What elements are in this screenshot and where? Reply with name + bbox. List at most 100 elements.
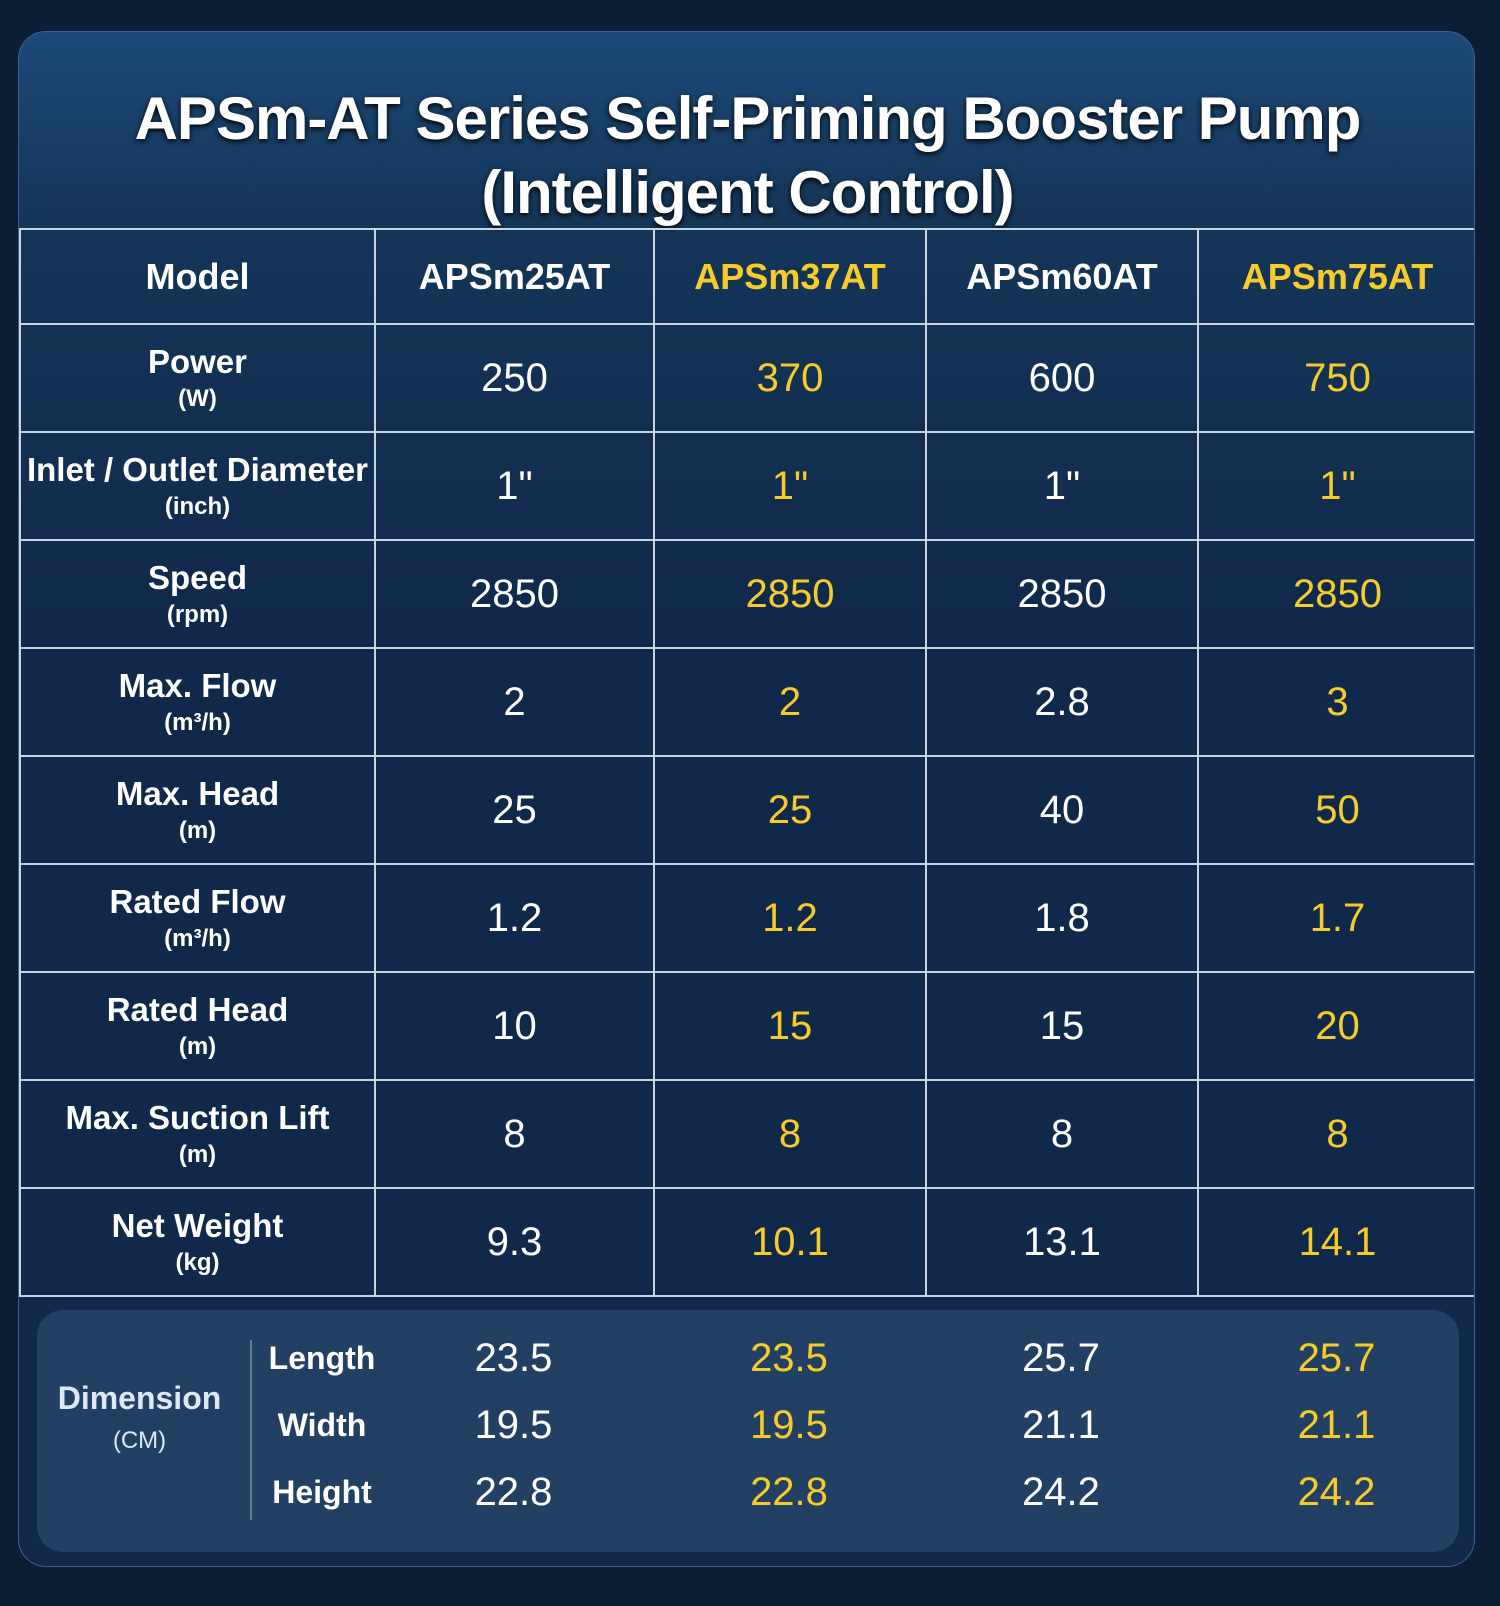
row-unit: (W) <box>178 385 217 412</box>
dimension-unit: (CM) <box>112 1427 167 1454</box>
spec-row: Max. Flow (m³/h) 2 2 2.8 3 <box>19 647 1474 757</box>
dimension-value: 24.2 <box>1297 1470 1376 1514</box>
row-unit: (m³/h) <box>164 925 231 952</box>
spec-value: 9.3 <box>374 1187 655 1297</box>
row-unit: (m³/h) <box>164 709 231 736</box>
spec-value: 370 <box>653 323 927 433</box>
row-name: Speed <box>147 559 248 596</box>
spec-value: 2 <box>374 647 655 757</box>
spec-value: 8 <box>653 1079 927 1189</box>
spec-table: Model APSm25AT APSm37AT APSm60AT APSm75AT Pow… <box>19 228 1474 1297</box>
dimension-value: 25.7 <box>1022 1336 1100 1380</box>
spec-value: 15 <box>653 971 927 1081</box>
dimension-row: Length 23.5 23.5 25.7 25.7 <box>37 1328 1459 1388</box>
row-name: Power <box>147 343 248 380</box>
spec-row: Net Weight (kg) 9.3 10.1 13.1 14.1 <box>19 1187 1474 1297</box>
dimension-value: 19.5 <box>750 1403 828 1447</box>
row-label: Power (W) <box>19 323 376 433</box>
row-unit: (m) <box>178 1141 217 1168</box>
spec-value: 1.7 <box>1197 863 1474 973</box>
spec-value: 13.1 <box>925 1187 1199 1297</box>
row-label: Max. Suction Lift (m) <box>19 1079 376 1189</box>
dimension-value: 22.8 <box>474 1470 553 1514</box>
spec-value: 600 <box>925 323 1199 433</box>
dimension-row: Width 19.5 19.5 21.1 21.1 <box>37 1395 1459 1455</box>
spec-value: 20 <box>1197 971 1474 1081</box>
spec-value: 50 <box>1197 755 1474 865</box>
spec-row: Inlet / Outlet Diameter (inch) 1" 1" 1" 1" <box>19 431 1474 541</box>
row-label: Inlet / Outlet Diameter (inch) <box>19 431 376 541</box>
spec-value: 1.2 <box>653 863 927 973</box>
row-unit: (kg) <box>175 1249 220 1276</box>
spec-value: 14.1 <box>1197 1187 1474 1297</box>
title: APSm-AT Series Self-Priming Booster Pump <box>134 85 1362 152</box>
dimension-name: Dimension <box>57 1380 222 1416</box>
row-name: Net Weight <box>111 1207 284 1244</box>
spec-row: Rated Flow (m³/h) 1.2 1.2 1.8 1.7 <box>19 863 1474 973</box>
spec-value: 1" <box>374 431 655 541</box>
row-name: Max. Head <box>115 775 280 812</box>
spec-row: Power (W) 250 370 600 750 <box>19 323 1474 433</box>
spec-value: 3 <box>1197 647 1474 757</box>
spec-panel: APSm-AT Series Self-Priming Booster Pump… <box>18 31 1475 1567</box>
header-row: Model APSm25AT APSm37AT APSm60AT APSm75AT <box>19 228 1474 325</box>
spec-value: 750 <box>1197 323 1474 433</box>
spec-value: 1" <box>653 431 927 541</box>
dimension-value: 22.8 <box>750 1470 828 1514</box>
model-name: APSm37AT <box>653 228 927 325</box>
row-name: Max. Flow <box>118 667 277 704</box>
row-name: Max. Suction Lift <box>65 1099 330 1136</box>
dimension-box: Dimension (CM) Length 23.5 23.5 25.7 25.7 Wid… <box>37 1310 1459 1552</box>
row-unit: (m) <box>178 817 217 844</box>
row-label: Net Weight (kg) <box>19 1187 376 1297</box>
spec-value: 2.8 <box>925 647 1199 757</box>
dimension-value: 21.1 <box>1297 1403 1376 1447</box>
spec-value: 10.1 <box>653 1187 927 1297</box>
spec-value: 2850 <box>1197 539 1474 649</box>
spec-value: 25 <box>653 755 927 865</box>
dimension-value: 23.5 <box>750 1336 828 1380</box>
dimension-row-label: Height <box>272 1474 372 1510</box>
row-label: Rated Head (m) <box>19 971 376 1081</box>
separator <box>250 1340 252 1520</box>
spec-value: 1" <box>1197 431 1474 541</box>
model-name: APSm75AT <box>1197 228 1474 325</box>
spec-value: 2850 <box>925 539 1199 649</box>
spec-value: 250 <box>374 323 655 433</box>
spec-row: Max. Suction Lift (m) 8 8 8 8 <box>19 1079 1474 1189</box>
spec-value: 40 <box>925 755 1199 865</box>
dimension-value: 19.5 <box>474 1403 553 1447</box>
spec-value: 8 <box>925 1079 1199 1189</box>
row-unit: (rpm) <box>166 601 229 628</box>
spec-row: Speed (rpm) 2850 2850 2850 2850 <box>19 539 1474 649</box>
row-name: Rated Flow <box>109 883 286 920</box>
spec-value: 8 <box>1197 1079 1474 1189</box>
spec-row: Max. Head (m) 25 25 40 50 <box>19 755 1474 865</box>
spec-value: 2850 <box>653 539 927 649</box>
header-label: Model <box>19 228 376 325</box>
spec-value: 10 <box>374 971 655 1081</box>
spec-value: 1.2 <box>374 863 655 973</box>
spec-value: 1.8 <box>925 863 1199 973</box>
row-unit: (m) <box>178 1033 217 1060</box>
row-name: Rated Head <box>106 991 289 1028</box>
dimension-row: Height 22.8 22.8 24.2 24.2 <box>37 1462 1459 1522</box>
row-label: Rated Flow (m³/h) <box>19 863 376 973</box>
dimension-row-label: Length <box>268 1340 376 1376</box>
dimension-label: Dimension (CM) <box>37 1380 242 1455</box>
spec-value: 2850 <box>374 539 655 649</box>
row-label: Max. Flow (m³/h) <box>19 647 376 757</box>
row-name: Inlet / Outlet Diameter <box>26 451 369 488</box>
dimension-value: 25.7 <box>1297 1336 1376 1380</box>
spec-value: 25 <box>374 755 655 865</box>
model-name: APSm25AT <box>374 228 655 325</box>
spec-value: 8 <box>374 1079 655 1189</box>
subtitle: (Intelligent Control) <box>481 159 1014 226</box>
row-label: Speed (rpm) <box>19 539 376 649</box>
model-name: APSm60AT <box>925 228 1199 325</box>
spec-value: 1" <box>925 431 1199 541</box>
dimension-value: 21.1 <box>1022 1403 1100 1447</box>
dimension-row-label: Width <box>277 1407 367 1443</box>
spec-value: 2 <box>653 647 927 757</box>
spec-value: 15 <box>925 971 1199 1081</box>
